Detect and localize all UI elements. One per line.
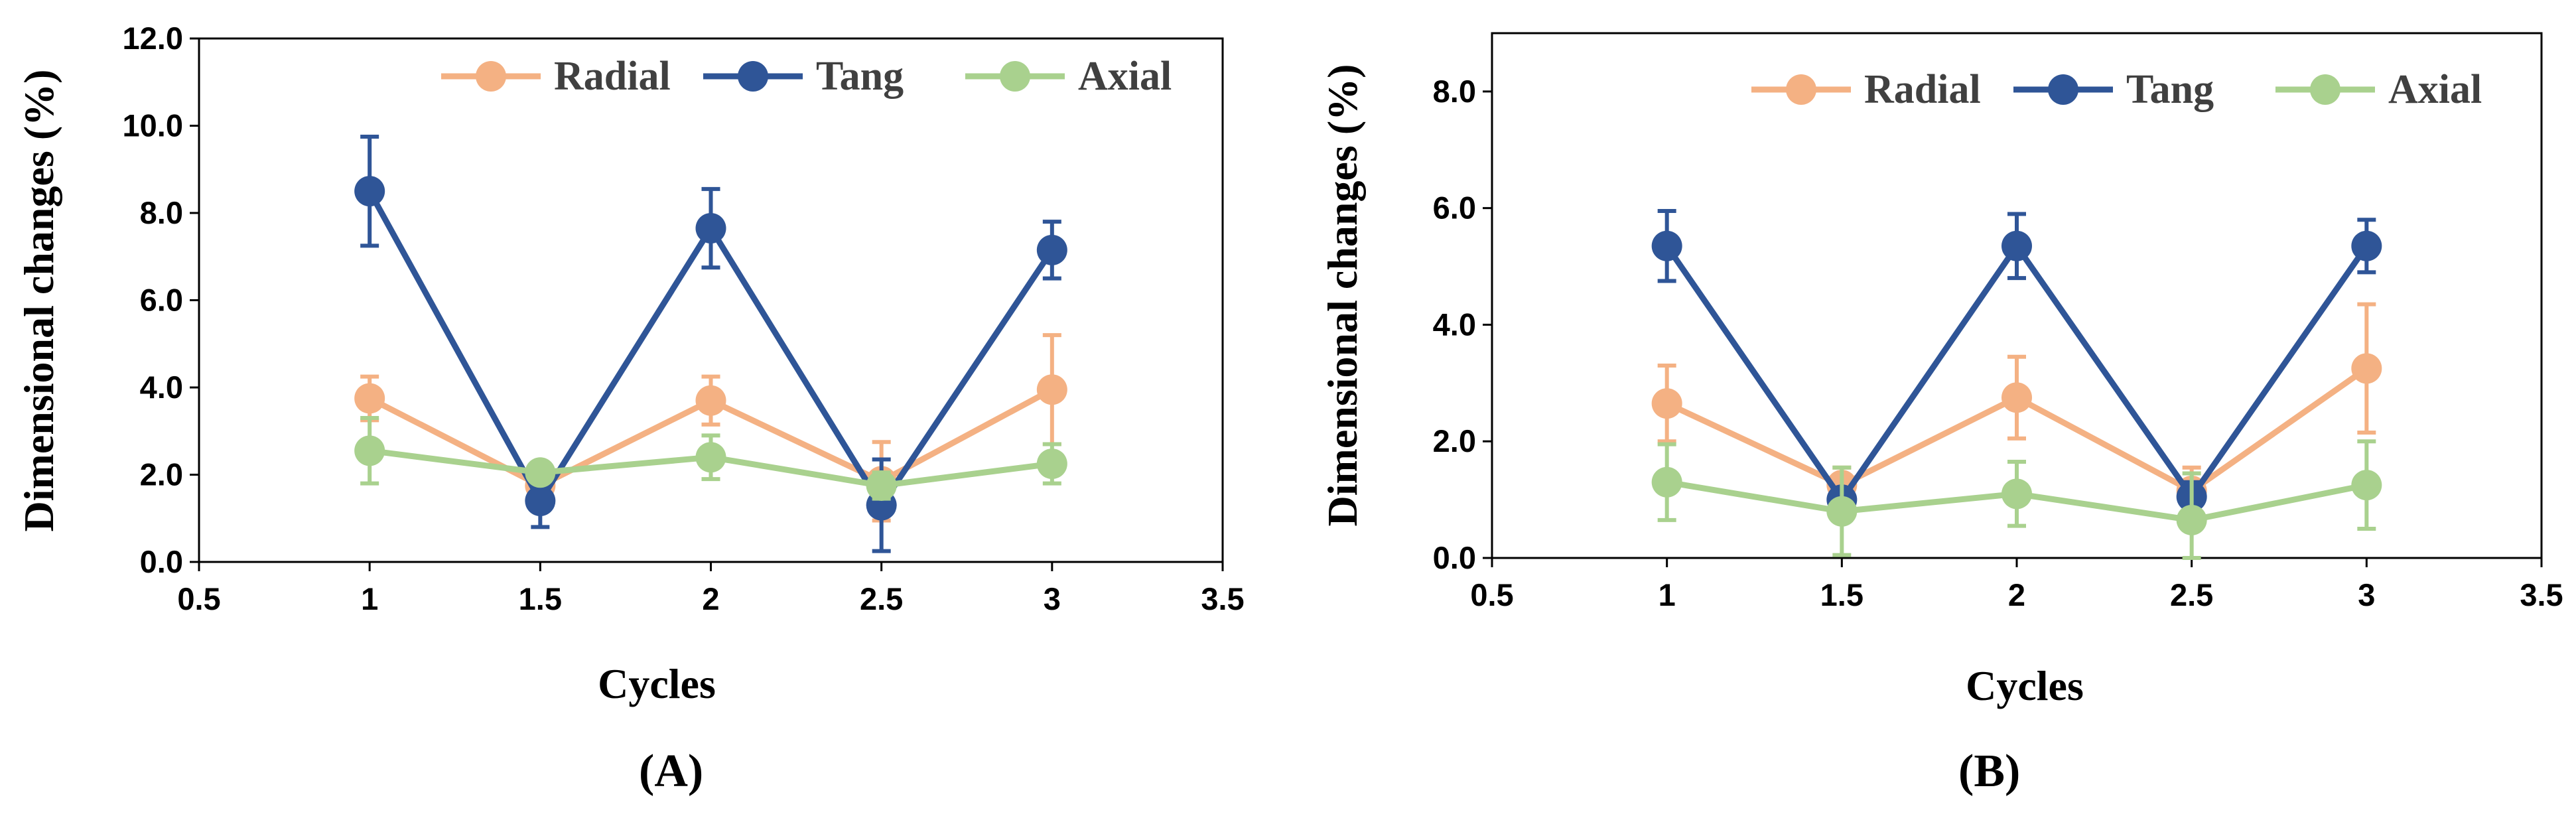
data-point-axial <box>1036 448 1067 480</box>
data-point-radial <box>2001 382 2032 413</box>
y-tick-label: 0.0 <box>140 544 183 579</box>
series-radial <box>354 333 1067 523</box>
x-axis-title: Cycles <box>1966 662 2084 709</box>
data-point-tang <box>354 176 385 207</box>
chart-panel-a: 0.0 2.0 4.0 6.0 8.0 10.0 12.0 0.5 1 1.5 2 2.5 3 3.5 Cy… <box>15 21 1245 797</box>
data-point-tang <box>1651 230 1682 261</box>
legend-label: Tang <box>816 54 904 99</box>
legend-label: Axial <box>2388 67 2482 112</box>
y-tick-label: 6.0 <box>140 283 183 318</box>
data-point-axial <box>525 457 556 488</box>
legend: Radial Tang Axial <box>441 54 1172 99</box>
data-point-axial <box>1651 466 1682 498</box>
x-tick-label: 0.5 <box>177 581 220 616</box>
y-tick-label: 8.0 <box>140 195 183 230</box>
y-tick-label: 4.0 <box>1433 307 1476 342</box>
legend-label: Axial <box>1078 54 1172 99</box>
x-tick-label: 2.5 <box>860 581 903 616</box>
data-point-axial <box>2351 470 2382 501</box>
series-axial <box>1651 439 2382 560</box>
data-point-axial <box>866 470 897 501</box>
legend-item-tang: Tang <box>2013 67 2214 112</box>
legend-marker <box>1000 61 1030 92</box>
y-axis-title: Dimensional changes (%) <box>1319 64 1366 527</box>
data-point-tang <box>1036 234 1067 265</box>
data-point-axial <box>695 442 726 473</box>
legend-marker <box>1786 74 1816 105</box>
data-point-tang <box>2001 230 2032 261</box>
panel-label: (B) <box>1958 746 2020 797</box>
data-point-radial <box>1651 388 1682 419</box>
x-tick-label: 0.5 <box>1470 577 1513 612</box>
data-point-axial <box>2001 478 2032 510</box>
y-tick-label: 6.0 <box>1433 190 1476 226</box>
data-point-radial <box>695 385 726 416</box>
y-tick-label: 4.0 <box>140 370 183 405</box>
y-axis-title: Dimensional changes (%) <box>15 70 62 532</box>
legend-marker <box>738 61 768 92</box>
panel-label-open: ( <box>1958 746 1974 797</box>
legend: Radial Tang Axial <box>1751 67 2482 112</box>
y-tick-label: 2.0 <box>1433 423 1476 458</box>
panel-label-open: ( <box>639 746 654 797</box>
x-tick-label: 3 <box>2358 577 2375 612</box>
x-tick-label: 2 <box>702 581 719 616</box>
y-tick-label: 10.0 <box>123 108 183 143</box>
x-tick-label: 1 <box>1659 577 1676 612</box>
data-point-tang <box>2351 230 2382 261</box>
legend-label: Tang <box>2126 67 2214 112</box>
data-point-radial <box>354 383 385 414</box>
data-point-axial <box>1826 496 1858 527</box>
panel-label-letter: A <box>654 746 688 797</box>
panel-label: (A) <box>639 746 703 797</box>
x-tick-label: 1.5 <box>519 581 562 616</box>
x-tick-label: 3 <box>1044 581 1061 616</box>
legend-label: Radial <box>1864 67 1981 112</box>
y-tick-label: 0.0 <box>1433 540 1476 575</box>
plot-area <box>198 37 1224 563</box>
legend-marker <box>476 61 506 92</box>
data-point-radial <box>2351 353 2382 384</box>
x-tick-label: 1.5 <box>1820 577 1864 612</box>
panel-label-letter: B <box>1974 746 2005 797</box>
data-point-tang <box>695 213 726 244</box>
data-point-axial <box>354 435 385 466</box>
y-tick-label: 12.0 <box>123 21 183 56</box>
legend-item-tang: Tang <box>703 54 904 99</box>
y-tick-label: 2.0 <box>140 457 183 492</box>
x-tick-label: 1 <box>361 581 378 616</box>
series-tang <box>354 134 1067 553</box>
series-axial <box>354 416 1067 501</box>
y-tick-label: 8.0 <box>1433 74 1476 109</box>
x-tick-label: 2 <box>2008 577 2025 612</box>
x-tick-label: 3.5 <box>1201 581 1244 616</box>
panel-label-close: ) <box>2005 746 2020 797</box>
x-tick-label: 2.5 <box>2170 577 2213 612</box>
data-point-tang <box>525 485 556 516</box>
data-point-axial <box>2176 504 2207 535</box>
data-point-radial <box>1036 374 1067 405</box>
panel-label-close: ) <box>688 746 703 797</box>
legend-item-axial: Axial <box>2275 67 2482 112</box>
legend-marker <box>2310 74 2340 105</box>
x-axis-title: Cycles <box>598 660 716 707</box>
legend-item-radial: Radial <box>441 54 671 99</box>
chart-panel-b: 0.0 2.0 4.0 6.0 8.0 0.5 1 1.5 2 2.5 3 3.5 Cycles Dime… <box>1319 32 2563 797</box>
x-tick-label: 3.5 <box>2520 577 2563 612</box>
legend-label: Radial <box>554 54 671 99</box>
legend-item-radial: Radial <box>1751 67 1981 112</box>
legend-marker <box>2048 74 2078 105</box>
legend-item-axial: Axial <box>965 54 1172 99</box>
